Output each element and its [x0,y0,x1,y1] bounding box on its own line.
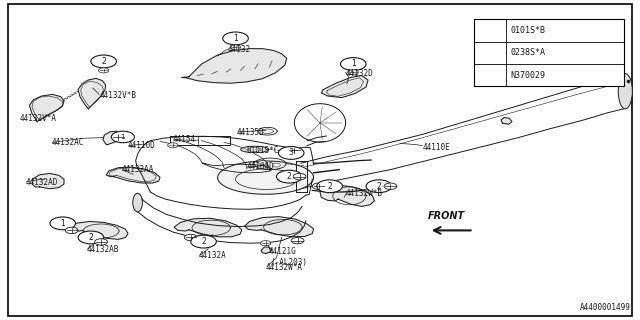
Text: 44132V*A: 44132V*A [19,114,56,123]
Text: 44132V*B: 44132V*B [99,92,136,100]
Circle shape [78,231,104,244]
Circle shape [91,55,116,68]
Text: 1: 1 [487,28,492,33]
Text: (-AL203): (-AL203) [270,258,307,267]
Circle shape [111,131,134,143]
Circle shape [384,183,397,189]
Text: 3: 3 [487,72,492,78]
Circle shape [293,173,306,180]
Text: 44132: 44132 [227,45,250,54]
Text: 44135D: 44135D [237,128,264,137]
Polygon shape [32,173,64,189]
Circle shape [481,71,499,80]
Text: 2: 2 [201,237,206,246]
Text: 0101S*C: 0101S*C [246,146,279,155]
Text: 44132AA: 44132AA [122,165,154,174]
Polygon shape [78,78,106,109]
Circle shape [99,68,109,73]
Text: FRONT: FRONT [428,211,465,221]
Polygon shape [103,131,123,145]
Circle shape [65,227,78,234]
Polygon shape [69,221,128,239]
Circle shape [191,235,216,248]
Text: 44132A: 44132A [198,252,226,260]
Polygon shape [174,218,242,237]
Polygon shape [261,247,272,253]
Polygon shape [320,185,374,206]
Text: 2: 2 [88,233,93,242]
Circle shape [481,48,499,57]
Polygon shape [248,148,261,151]
Ellipse shape [133,193,143,212]
Circle shape [348,70,358,75]
Polygon shape [29,94,64,122]
Text: 2: 2 [488,50,492,56]
Circle shape [291,237,304,244]
Circle shape [289,148,300,153]
Text: 0101S*B: 0101S*B [511,26,546,35]
Circle shape [288,147,301,154]
Text: 44154: 44154 [173,135,196,144]
Circle shape [317,180,342,193]
Circle shape [50,217,76,230]
Circle shape [366,180,392,193]
Text: 44132W*B: 44132W*B [346,189,383,198]
Circle shape [259,161,266,164]
Text: 2: 2 [327,182,332,191]
Text: 44132AC: 44132AC [51,138,84,147]
Polygon shape [218,161,314,194]
Polygon shape [501,117,512,124]
Circle shape [278,147,304,159]
Circle shape [340,58,366,70]
Circle shape [184,234,197,241]
Circle shape [312,183,325,189]
Text: 44132D: 44132D [346,69,373,78]
Circle shape [95,239,108,245]
Text: 44110E: 44110E [422,143,450,152]
Text: 1: 1 [233,34,238,43]
Circle shape [260,241,271,246]
Text: 1: 1 [120,134,125,140]
Polygon shape [241,146,269,153]
Text: 44132W*A: 44132W*A [266,263,303,272]
Text: 44132AB: 44132AB [86,245,119,254]
Text: 3: 3 [289,148,294,157]
Circle shape [112,134,125,140]
Text: 44121G: 44121G [269,247,296,256]
Text: 1: 1 [351,60,356,68]
Polygon shape [106,167,160,183]
Text: 0238S*A: 0238S*A [511,48,546,57]
Text: 2: 2 [287,172,292,181]
Bar [474,19,624,86]
Polygon shape [321,76,368,98]
Circle shape [481,26,499,35]
Circle shape [230,45,241,50]
Text: 44132AD: 44132AD [26,178,58,187]
Text: 2: 2 [376,182,381,191]
Polygon shape [244,217,314,237]
Text: N370029: N370029 [511,71,546,80]
Polygon shape [182,49,287,83]
Circle shape [223,32,248,45]
Text: 44110D: 44110D [128,141,156,150]
Circle shape [168,143,178,148]
Circle shape [276,170,302,183]
Text: 44184D: 44184D [246,162,274,171]
Text: 2: 2 [101,57,106,66]
Text: 1: 1 [60,219,65,228]
Text: A4400001499: A4400001499 [580,303,630,312]
Circle shape [273,163,280,167]
Ellipse shape [618,74,632,109]
